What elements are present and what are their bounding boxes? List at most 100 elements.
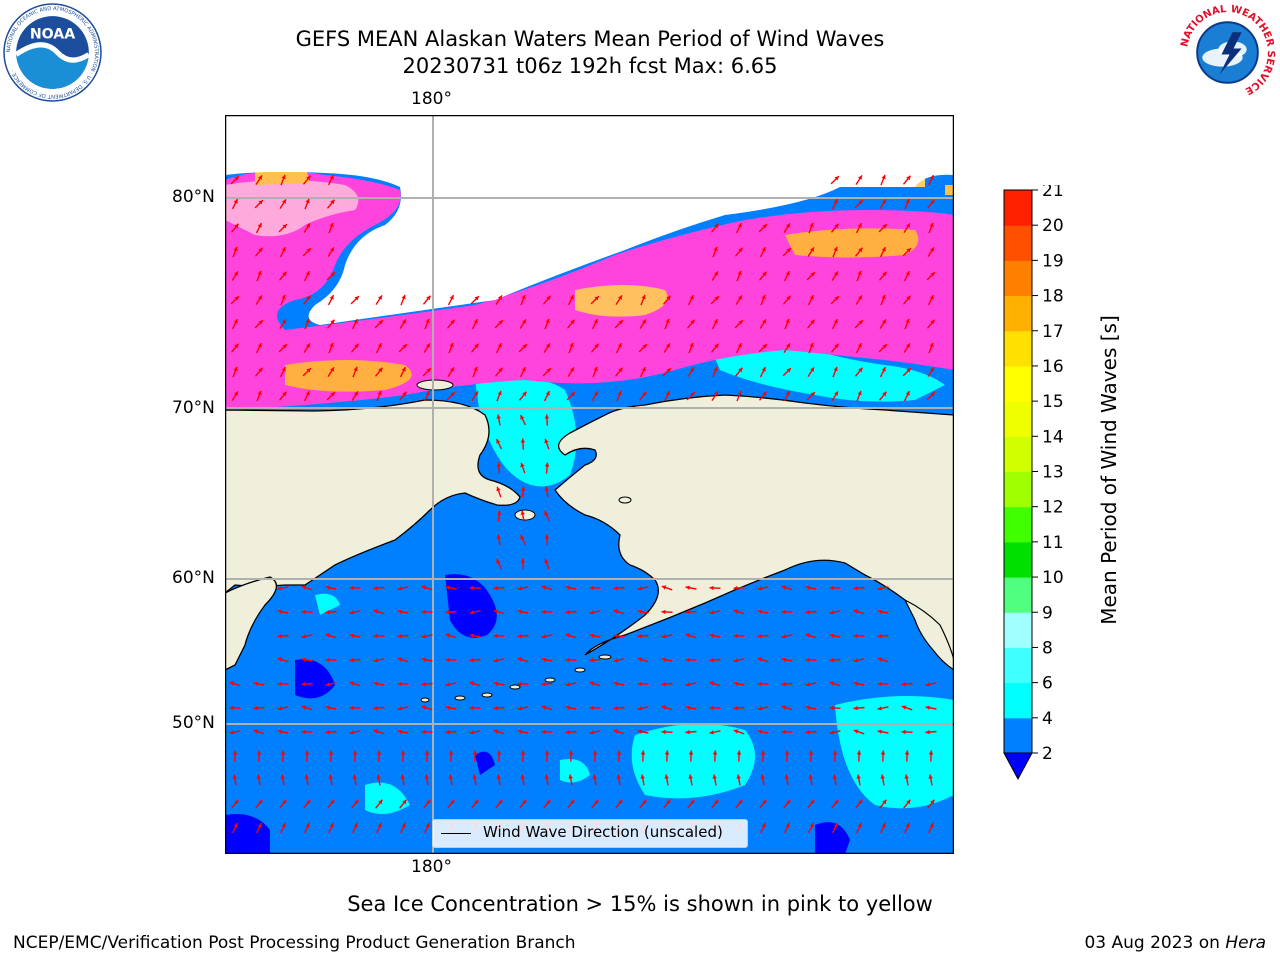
colorbar-tick-label: 9 — [1042, 603, 1053, 623]
wave-arrow-head — [589, 705, 594, 711]
wave-arrow-head — [498, 367, 503, 373]
colorbar-segment — [1004, 717, 1032, 754]
wave-arrow-head — [496, 414, 501, 419]
wave-arrow-head — [445, 729, 450, 735]
colorbar-tick-label: 21 — [1042, 185, 1064, 201]
wave-arrow-head — [496, 534, 501, 539]
wave-arrow-head — [853, 658, 858, 663]
wave-arrow-head — [858, 320, 863, 325]
wave-arrow-head — [329, 823, 334, 828]
wave-arrow-head — [568, 774, 573, 779]
wave-arrow-head — [448, 750, 454, 755]
wave-arrow-head — [493, 729, 499, 734]
wave-arrow-head — [690, 367, 694, 372]
colorbar-segment — [1004, 647, 1032, 684]
wave-arrow-head — [330, 392, 335, 397]
wave-arrow-head — [809, 342, 814, 348]
wave-arrow-head — [786, 368, 791, 373]
wave-arrow-head — [424, 774, 429, 779]
wave-arrow-head — [330, 247, 334, 252]
wave-arrow-head — [901, 681, 906, 687]
wave-arrow-head — [229, 681, 235, 686]
wave-arrow-head — [569, 342, 574, 348]
wave-arrow-head — [834, 799, 839, 805]
wave-arrow-head — [305, 271, 310, 276]
wave-arrow-head — [594, 343, 599, 349]
colorbar-tick-label: 18 — [1042, 287, 1064, 307]
wave-arrow-head — [881, 367, 886, 372]
wave-arrow-head — [877, 681, 882, 687]
wave-arrow-head — [544, 414, 550, 419]
wave-arrow-head — [450, 392, 455, 397]
wave-arrow-head — [377, 343, 382, 348]
colorbar-tick-label: 17 — [1042, 322, 1064, 342]
wave-arrow-head — [401, 823, 406, 828]
wave-arrow-head — [809, 222, 814, 228]
wave-arrow-head — [424, 750, 430, 755]
wave-arrow-head — [565, 729, 570, 735]
wave-arrow-head — [737, 343, 742, 348]
wave-arrow-head — [402, 391, 407, 397]
wave-arrow-head — [709, 657, 714, 663]
wave-arrow-head — [233, 823, 238, 828]
wave-arrow-head — [882, 199, 886, 204]
wave-arrow-head — [762, 224, 767, 229]
wave-arrow-head — [640, 750, 646, 755]
wave-arrow-head — [901, 729, 906, 735]
wave-arrow-head — [400, 750, 406, 755]
wave-arrow-head — [306, 368, 311, 373]
wave-arrow-head — [448, 774, 453, 779]
wave-arrow-head — [234, 223, 239, 229]
wave-arrow-head — [545, 391, 550, 396]
wave-arrow-head — [541, 681, 546, 687]
wave-arrow-head — [301, 585, 307, 590]
wave-arrow-head — [781, 634, 786, 639]
wave-arrow-head — [613, 633, 618, 639]
wave-arrow-head — [688, 750, 694, 755]
wave-arrow-head — [733, 658, 738, 663]
wave-arrow-head — [666, 368, 671, 373]
wave-arrow-head — [714, 391, 718, 396]
wave-arrow-head — [421, 681, 426, 687]
wave-arrow-head — [258, 200, 263, 205]
wave-arrow-head — [858, 247, 863, 253]
wave-arrow-head — [781, 609, 786, 615]
wave-arrow-head — [234, 343, 239, 349]
wave-arrow-head — [928, 750, 934, 755]
wave-arrow-head — [520, 415, 525, 420]
wave-arrow-head — [402, 344, 407, 349]
wave-arrow-head — [882, 271, 887, 277]
wave-arrow-head — [881, 174, 886, 180]
wave-arrow-head — [373, 681, 378, 686]
colorbar: 2 4 6 8 9 10 11 12 13 14 15 16 17 18 19 20 21 — [1003, 185, 1064, 781]
wave-arrow-head — [425, 823, 430, 828]
wave-arrow-head — [930, 272, 935, 277]
wave-arrow-head — [565, 609, 570, 615]
wave-arrow-head — [613, 658, 618, 663]
wave-arrow-head — [712, 774, 717, 779]
wave-arrow-head — [785, 823, 790, 828]
lat-label-60: 60°N — [172, 568, 215, 588]
wave-arrow-head — [594, 799, 599, 805]
wave-arrow-head — [517, 681, 522, 687]
wave-arrow-head — [853, 609, 859, 614]
wave-arrow-head — [690, 799, 695, 805]
wave-arrow-head — [469, 610, 474, 615]
wave-arrow-head — [757, 729, 762, 734]
wave-arrow-head — [856, 774, 861, 779]
wave-arrow-head — [421, 705, 427, 710]
wave-arrow-head — [253, 681, 258, 686]
wave-arrow-head — [805, 729, 810, 735]
colorbar-tick-label: 10 — [1042, 568, 1064, 588]
wave-arrow-head — [281, 823, 286, 828]
wave-arrow-head — [709, 730, 714, 735]
wave-arrow-head — [685, 682, 690, 687]
wave-arrow-head — [277, 729, 282, 734]
wave-arrow-head — [306, 223, 310, 228]
wave-arrow-head — [330, 199, 335, 205]
wave-arrow-head — [301, 705, 307, 710]
wave-period-map — [225, 115, 954, 854]
wave-arrow-head — [757, 609, 762, 614]
wave-arrow-head — [258, 367, 263, 373]
wave-arrow-head — [282, 271, 287, 277]
